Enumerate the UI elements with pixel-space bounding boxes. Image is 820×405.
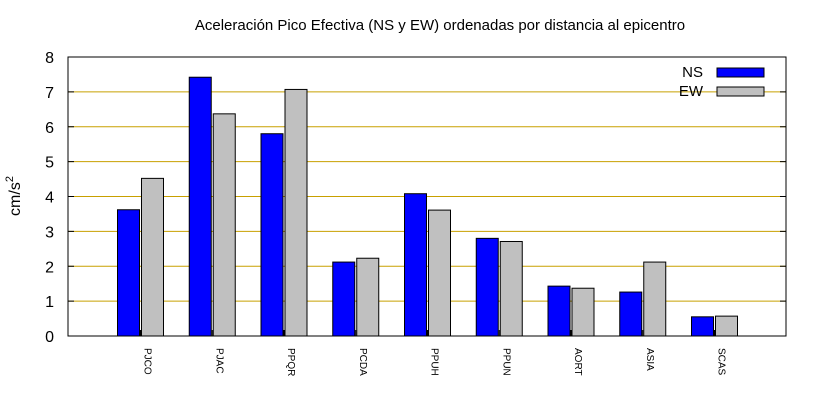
y-tick-label: 6 [45,120,54,137]
legend: NS EW [679,64,765,100]
x-tick-label: AORT [572,348,583,376]
y-axis-label-exponent: 2 [4,176,16,182]
bar-ns-ppuh [404,193,427,337]
x-tick-labels: PJCO PJAC PPQR PCDA PPUH PPUN AORT ASIA SCAS [142,348,727,376]
legend-label: EW [679,83,704,100]
x-tick-label: ASIA [644,348,655,371]
legend-label: NS [682,64,703,81]
bar-ns-asia [619,291,643,337]
legend-swatch [716,67,765,78]
y-tick-label: 4 [45,190,54,207]
bar-ns-pcda [332,261,356,337]
legend-swatch [716,86,765,97]
bar-ns-pjco [117,209,140,337]
x-tick-label: PJAC [213,348,224,374]
x-tick-label: PPUN [500,348,511,376]
bar-ew-ppqr [284,88,308,337]
bar-ew-scas [715,315,738,337]
y-tick-label: 8 [45,50,54,67]
x-tick-label: PPUH [429,348,440,376]
y-tick-label: 2 [45,259,54,276]
y-tick-label: 5 [45,155,54,172]
bar-ns-pjac [188,76,212,337]
bar-ew-asia [643,261,667,337]
x-tick-label: PJCO [142,348,153,375]
bar-ew-pcda [356,257,380,337]
bar-ew-pjco [141,177,164,337]
y-tick-label: 1 [45,294,54,311]
bar-ew-ppun [499,240,523,337]
x-tick-label: PCDA [357,348,368,376]
bar-ew-pjac [212,113,236,337]
bar-ns-ppqr [260,133,284,337]
bar-ns-scas [691,316,714,337]
y-tick-label: 7 [45,85,54,102]
y-axis-label: cm/s2 [4,176,24,216]
bars [117,76,738,337]
y-axis-label-base: cm/s [7,182,24,216]
bar-ns-aort [547,285,571,337]
bar-ew-aort [571,287,595,337]
x-tick-label: SCAS [716,348,727,376]
y-tick-label: 3 [45,224,54,241]
chart-title: Aceleración Pico Efectiva (NS y EW) orde… [195,17,685,34]
x-tick-label: PPQR [285,348,296,376]
y-ticks: 0 1 2 3 4 5 6 7 8 [45,50,786,346]
bar-ns-ppun [475,237,499,337]
bar-ew-ppuh [428,209,451,337]
y-tick-label: 0 [45,329,54,346]
